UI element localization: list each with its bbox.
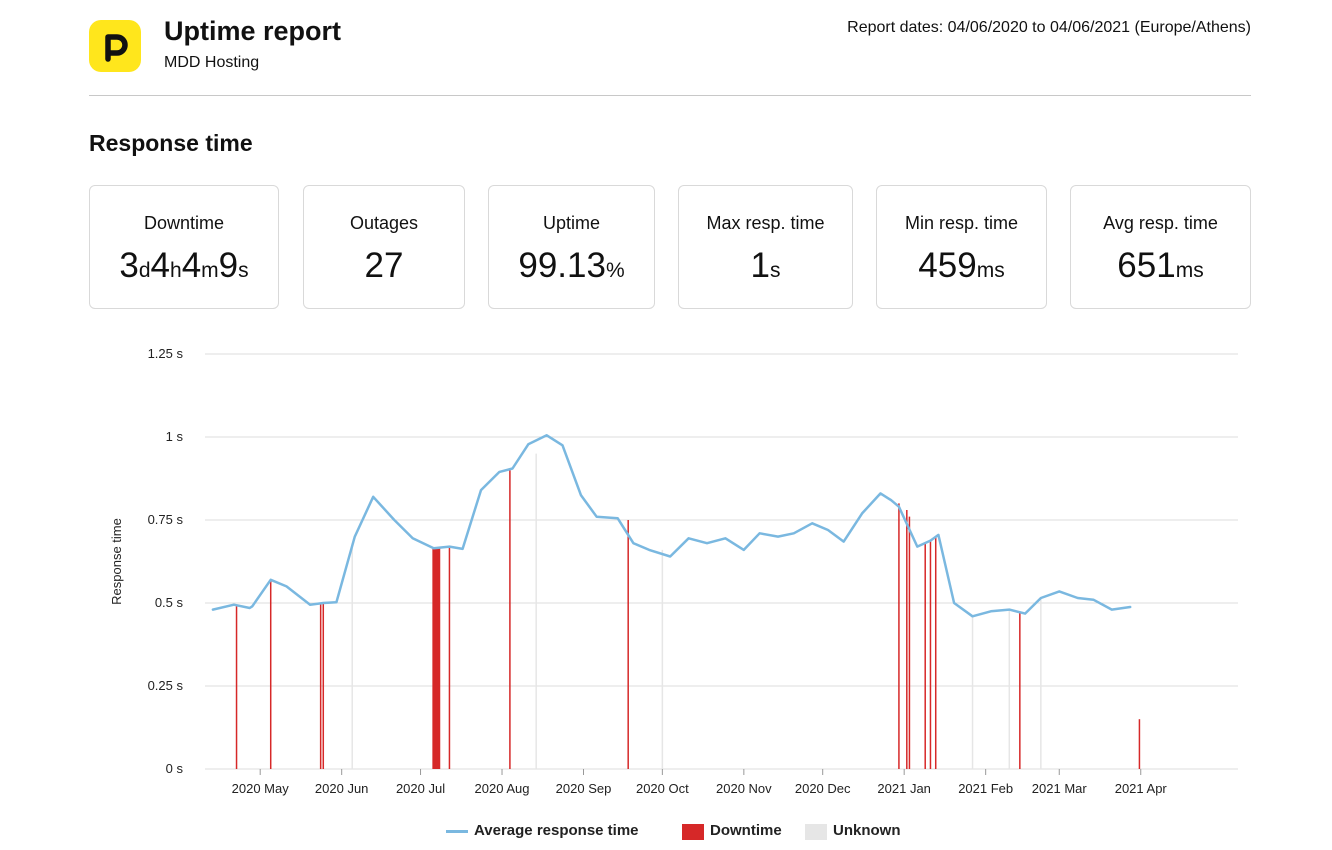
report-dates: Report dates: 04/06/2020 to 04/06/2021 (… bbox=[847, 19, 1251, 36]
stat-unit: m bbox=[201, 259, 219, 282]
header-divider bbox=[89, 95, 1251, 96]
stat-card-min-resp-time: Min resp. time 459ms bbox=[876, 185, 1047, 309]
stat-unit: h bbox=[170, 259, 182, 282]
legend-label-downtime[interactable]: Downtime bbox=[710, 822, 782, 839]
stat-value: 3d4h4m9s bbox=[90, 246, 278, 286]
section-title: Response time bbox=[89, 130, 253, 156]
legend-line-swatch bbox=[446, 830, 468, 833]
legend-downtime-swatch bbox=[682, 824, 704, 840]
stat-number: 4 bbox=[150, 246, 170, 285]
x-tick-label: 2020 Oct bbox=[636, 781, 689, 796]
x-tick-label: 2020 May bbox=[232, 781, 290, 796]
stat-card-max-resp-time: Max resp. time 1s bbox=[678, 185, 853, 309]
stat-number: 27 bbox=[364, 246, 404, 285]
x-tick-label: 2020 Sep bbox=[556, 781, 612, 796]
x-tick-label: 2020 Nov bbox=[716, 781, 772, 796]
stat-unit: % bbox=[605, 259, 625, 282]
stat-number: 9 bbox=[218, 246, 239, 285]
y-tick-label: 1.25 s bbox=[148, 346, 184, 361]
y-tick-label: 1 s bbox=[166, 429, 184, 444]
stat-card-avg-resp-time: Avg resp. time 651ms bbox=[1070, 185, 1251, 309]
x-tick-label: 2020 Jul bbox=[396, 781, 445, 796]
x-tick-label: 2021 Mar bbox=[1032, 781, 1088, 796]
response-time-chart: 0 s 0.25 s 0.5 s 0.75 s 1 s 1.25 s 2020 May 202… bbox=[109, 346, 1238, 796]
y-tick-label: 0.5 s bbox=[155, 595, 184, 610]
stat-unit: s bbox=[238, 259, 249, 282]
stat-unit: s bbox=[769, 259, 781, 282]
stat-label: Max resp. time bbox=[706, 213, 825, 233]
stat-number: 3 bbox=[119, 246, 139, 285]
series-line-average-response-time bbox=[211, 434, 1132, 618]
y-tick-label: 0 s bbox=[166, 761, 184, 776]
legend-label-average[interactable]: Average response time bbox=[474, 822, 639, 839]
stat-card-downtime: Downtime 3d4h4m9s bbox=[89, 185, 279, 309]
downtime-bar bbox=[432, 547, 441, 769]
stat-number: 4 bbox=[181, 246, 202, 285]
stat-label: Avg resp. time bbox=[1103, 213, 1218, 233]
y-tick-label: 0.75 s bbox=[148, 512, 184, 527]
stat-unit: ms bbox=[976, 259, 1005, 282]
y-tick-label: 0.25 s bbox=[148, 678, 184, 693]
stat-card-outages: Outages 27 bbox=[303, 185, 465, 309]
stat-value: 1s bbox=[679, 246, 852, 286]
y-axis-title: Response time bbox=[109, 518, 124, 605]
legend-label-unknown[interactable]: Unknown bbox=[833, 822, 901, 839]
stat-label: Downtime bbox=[143, 213, 225, 233]
stat-value: 459ms bbox=[877, 246, 1046, 286]
app-logo bbox=[89, 20, 141, 72]
legend-unknown-swatch bbox=[805, 824, 827, 840]
x-tick-label: 2021 Apr bbox=[1115, 781, 1168, 796]
stat-label: Outages bbox=[349, 213, 419, 233]
x-tick-label: 2021 Feb bbox=[958, 781, 1013, 796]
x-tick-label: 2020 Aug bbox=[475, 781, 530, 796]
x-tick-label: 2020 Dec bbox=[795, 781, 851, 796]
stat-label: Min resp. time bbox=[904, 213, 1019, 233]
stat-card-uptime: Uptime 99.13% bbox=[488, 185, 655, 309]
stat-number: 651 bbox=[1117, 246, 1176, 285]
stat-value: 27 bbox=[304, 246, 464, 286]
stat-number: 1 bbox=[750, 246, 770, 285]
stat-number: 459 bbox=[918, 246, 977, 285]
x-tick-label: 2021 Jan bbox=[877, 781, 931, 796]
report-title: Uptime report bbox=[164, 16, 342, 46]
stat-label: Uptime bbox=[542, 213, 600, 233]
x-tick-label: 2020 Jun bbox=[315, 781, 369, 796]
stat-value: 651ms bbox=[1071, 246, 1250, 286]
logo-p-icon bbox=[105, 34, 128, 62]
stat-unit: d bbox=[138, 259, 151, 282]
report-subtitle: MDD Hosting bbox=[164, 54, 260, 71]
stat-value: 99.13% bbox=[489, 246, 654, 286]
stat-number: 99.13 bbox=[518, 246, 606, 285]
stat-unit: ms bbox=[1175, 259, 1204, 282]
